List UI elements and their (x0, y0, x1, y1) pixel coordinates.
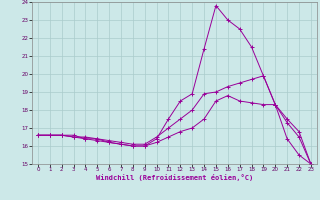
X-axis label: Windchill (Refroidissement éolien,°C): Windchill (Refroidissement éolien,°C) (96, 174, 253, 181)
